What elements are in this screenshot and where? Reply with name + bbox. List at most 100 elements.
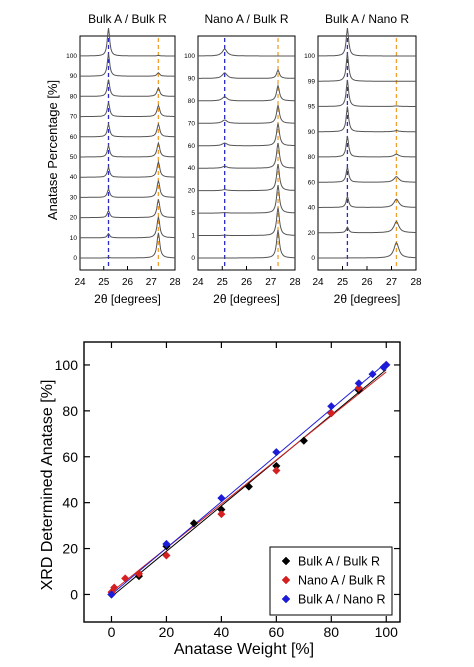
top-ylabel: Anatase Percentage [%] xyxy=(45,80,60,220)
legend-marker xyxy=(281,556,291,566)
trace-label: 80 xyxy=(308,154,316,161)
panel-title: Nano A / Bulk R xyxy=(204,12,288,26)
data-point xyxy=(134,569,144,578)
trace-label: 60 xyxy=(308,179,316,186)
xrd-trace xyxy=(80,141,176,158)
panel-xlabel: 2θ [degrees] xyxy=(334,292,401,306)
xrd-trace xyxy=(80,79,175,97)
trace-label: 20 xyxy=(308,230,316,237)
x-tick-label: 100 xyxy=(375,624,399,640)
data-point xyxy=(272,448,281,457)
data-point xyxy=(189,519,199,528)
x-tick-label: 26 xyxy=(361,277,373,288)
xrd-trace xyxy=(198,104,295,124)
xrd-trace xyxy=(198,185,295,214)
data-point xyxy=(354,379,363,388)
data-point xyxy=(217,493,226,503)
x-tick-label: 0 xyxy=(108,624,116,640)
trace-label: 70 xyxy=(188,120,196,127)
panel-title: Bulk A / Nano R xyxy=(325,12,409,26)
x-tick-label: 24 xyxy=(192,277,204,288)
panel-title: Bulk A / Bulk R xyxy=(88,12,167,26)
x-tick-label: 27 xyxy=(386,277,398,288)
xrd-panel: Nano A / Bulk R 100 90 80 70 60 40 20 5 1 0 24 25 26 2… xyxy=(184,12,301,306)
data-point xyxy=(382,360,391,370)
y-tick-label: 60 xyxy=(62,449,78,465)
trace-label: 0 xyxy=(311,255,315,262)
data-point xyxy=(107,590,116,599)
xrd-trace xyxy=(80,180,175,198)
xrd-trace xyxy=(80,53,175,77)
legend-label: Nano A / Bulk R xyxy=(298,574,386,588)
legend-marker xyxy=(281,575,291,585)
xrd-trace xyxy=(198,207,296,236)
trace-label: 70 xyxy=(70,114,78,121)
trace-label: 60 xyxy=(70,134,78,141)
xrd-trace xyxy=(318,241,417,259)
data-point xyxy=(327,402,336,411)
x-tick-label: 60 xyxy=(269,624,285,640)
calibration-scatter-figure: XRD Determined Anatase [%] Anatase Weigh… xyxy=(39,341,401,658)
panel-frame xyxy=(317,35,417,271)
x-tick-label: 27 xyxy=(146,277,158,288)
x-tick-label: 28 xyxy=(289,277,301,288)
xrd-trace xyxy=(80,232,176,259)
x-tick-label: 25 xyxy=(98,277,110,288)
fit-line xyxy=(111,362,387,595)
data-point xyxy=(368,369,377,379)
xrd-trace xyxy=(198,83,295,102)
legend-box xyxy=(269,546,393,616)
trace-label: 20 xyxy=(70,215,78,222)
trace-label: 90 xyxy=(70,73,78,80)
xrd-pattern-figure: Anatase Percentage [%] Bulk A / Bulk R10… xyxy=(45,12,422,306)
trace-label: 30 xyxy=(70,194,78,201)
legend: Bulk A / Bulk R Nano A / Bulk R Bulk A / N… xyxy=(269,546,393,616)
x-tick-label: 24 xyxy=(312,277,324,288)
trace-label: 90 xyxy=(308,129,316,136)
y-tick-label: 20 xyxy=(62,541,78,557)
trace-label: 10 xyxy=(70,235,78,242)
xrd-trace xyxy=(198,68,296,79)
legend-label: Bulk A / Bulk R xyxy=(298,555,380,569)
xrd-trace xyxy=(198,164,295,192)
x-tick-label: 20 xyxy=(159,624,175,640)
xrd-trace xyxy=(318,106,416,133)
trace-label: 80 xyxy=(188,98,196,105)
xrd-trace xyxy=(80,102,175,118)
panel-xlabel: 2θ [degrees] xyxy=(94,292,161,306)
data-point xyxy=(162,551,171,560)
xrd-trace xyxy=(318,79,416,107)
xrd-panel: Bulk A / Nano R 100 99 95 90 80 60 40 20 0 24 25 26 2… xyxy=(304,12,422,306)
trace-label: 40 xyxy=(188,165,196,172)
data-point xyxy=(121,574,130,583)
x-tick-label: 27 xyxy=(265,277,277,288)
trace-label: 1 xyxy=(191,233,195,240)
scatter-series xyxy=(107,360,391,599)
xrd-trace xyxy=(318,135,416,158)
xrd-trace xyxy=(318,53,416,82)
xrd-trace xyxy=(198,48,295,57)
x-tick-label: 25 xyxy=(337,277,349,288)
x-tick-label: 28 xyxy=(410,277,422,288)
data-point xyxy=(244,482,254,491)
x-tick-label: 25 xyxy=(217,277,229,288)
xrd-trace xyxy=(198,142,296,169)
xrd-trace xyxy=(198,229,295,259)
xrd-trace xyxy=(80,216,175,239)
xrd-trace xyxy=(80,27,175,57)
panel-xlabel: 2θ [degrees] xyxy=(213,292,280,306)
xrd-trace xyxy=(318,166,416,183)
y-tick-label: 80 xyxy=(62,403,78,419)
data-point xyxy=(299,436,308,445)
trace-label: 20 xyxy=(188,188,196,195)
x-tick-label: 80 xyxy=(324,624,340,640)
trace-label: 100 xyxy=(184,53,195,60)
x-tick-label: 24 xyxy=(74,277,86,288)
panel-frame xyxy=(197,35,296,271)
trace-label: 100 xyxy=(66,53,77,60)
xrd-trace xyxy=(318,220,416,234)
x-tick-label: 40 xyxy=(214,624,230,640)
data-point xyxy=(110,583,119,592)
y-tick-label: 100 xyxy=(55,357,79,373)
